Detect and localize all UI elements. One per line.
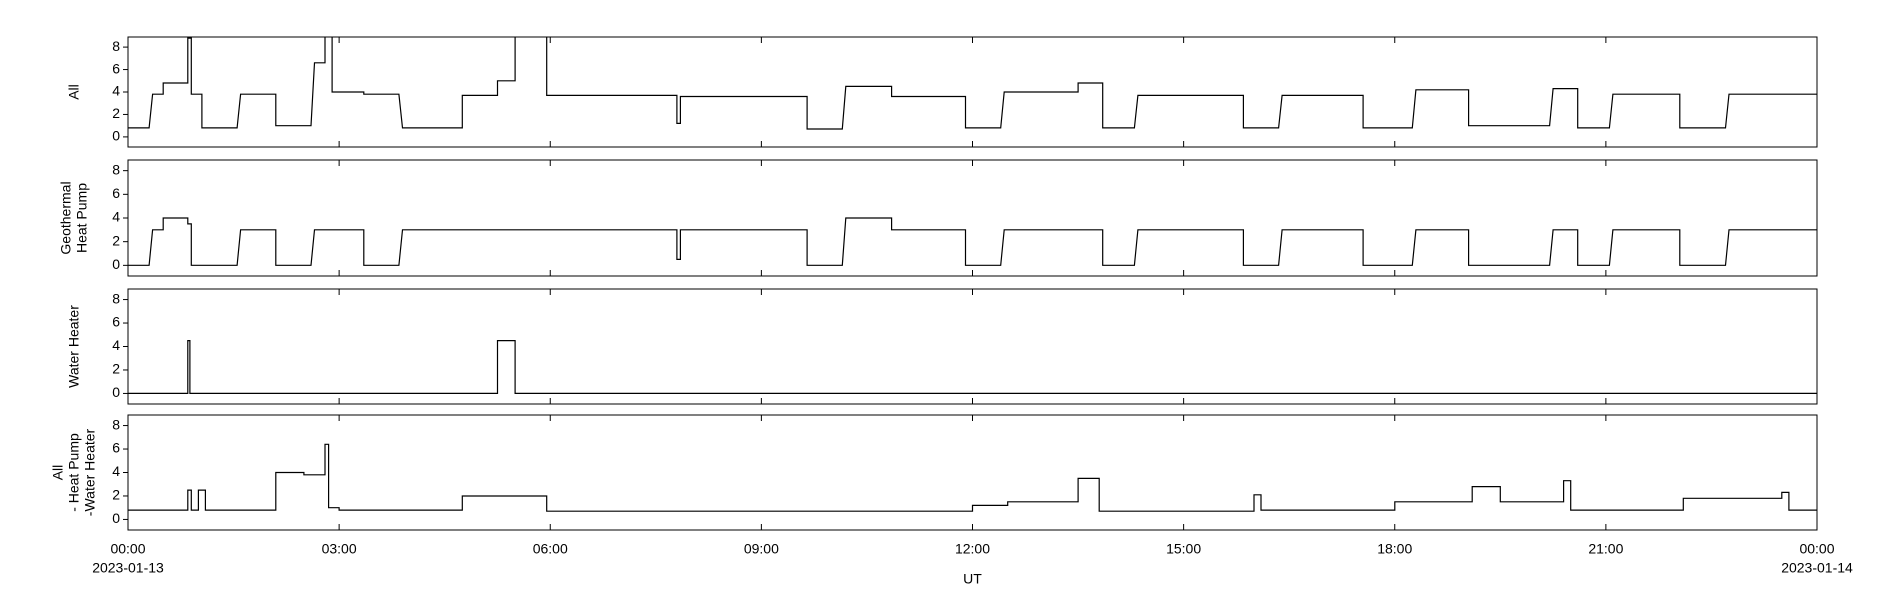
y-tick-label: 6	[112, 185, 120, 201]
x-tick-label: 15:00	[1166, 541, 1201, 557]
y-axis-label: Heat Pump	[74, 183, 90, 253]
x-tick-label: 00:00	[1799, 541, 1834, 557]
x-tick-label: 18:00	[1377, 541, 1412, 557]
x-tick-label: 00:00	[110, 541, 145, 557]
y-tick-label: 2	[112, 105, 120, 121]
x-tick-label: 21:00	[1588, 541, 1623, 557]
y-tick-label: 8	[112, 161, 120, 177]
y-tick-label: 0	[112, 510, 120, 526]
data-line	[128, 443, 1817, 512]
plot-frame	[127, 288, 1818, 405]
y-axis-label: - Heat Pump	[66, 433, 82, 512]
data-line	[128, 37, 1817, 130]
y-tick-label: 4	[112, 209, 120, 225]
plot-frame	[127, 36, 1818, 148]
y-tick-label: 0	[112, 384, 120, 400]
x-tick-label: 03:00	[322, 541, 357, 557]
x-date-label: 2023-01-14	[1781, 560, 1853, 576]
y-tick-label: 0	[112, 128, 120, 144]
y-axis-label: Geothermal	[58, 181, 74, 254]
y-tick-label: 6	[112, 60, 120, 76]
y-axis-label: All	[50, 465, 66, 481]
data-line	[128, 340, 1817, 394]
y-tick-label: 2	[112, 232, 120, 248]
x-tick-label: 09:00	[744, 541, 779, 557]
y-tick-label: 8	[112, 38, 120, 54]
plot-frame	[127, 159, 1818, 277]
x-tick-label: 12:00	[955, 541, 990, 557]
y-tick-label: 6	[112, 440, 120, 456]
y-axis-label: All	[66, 84, 82, 100]
y-tick-label: 0	[112, 256, 120, 272]
y-axis-label: -Water Heater	[82, 428, 98, 516]
y-tick-label: 4	[112, 337, 120, 353]
y-tick-label: 8	[112, 416, 120, 432]
y-tick-label: 8	[112, 290, 120, 306]
x-date-label: 2023-01-13	[92, 560, 164, 576]
y-tick-label: 4	[112, 463, 120, 479]
y-tick-label: 2	[112, 487, 120, 503]
data-line	[128, 217, 1817, 266]
x-tick-label: 06:00	[533, 541, 568, 557]
x-axis-label: UT	[963, 571, 982, 587]
y-axis-label: Water Heater	[66, 305, 82, 388]
plot-frame	[127, 414, 1818, 531]
y-tick-label: 6	[112, 314, 120, 330]
y-tick-label: 2	[112, 361, 120, 377]
y-tick-label: 4	[112, 83, 120, 99]
